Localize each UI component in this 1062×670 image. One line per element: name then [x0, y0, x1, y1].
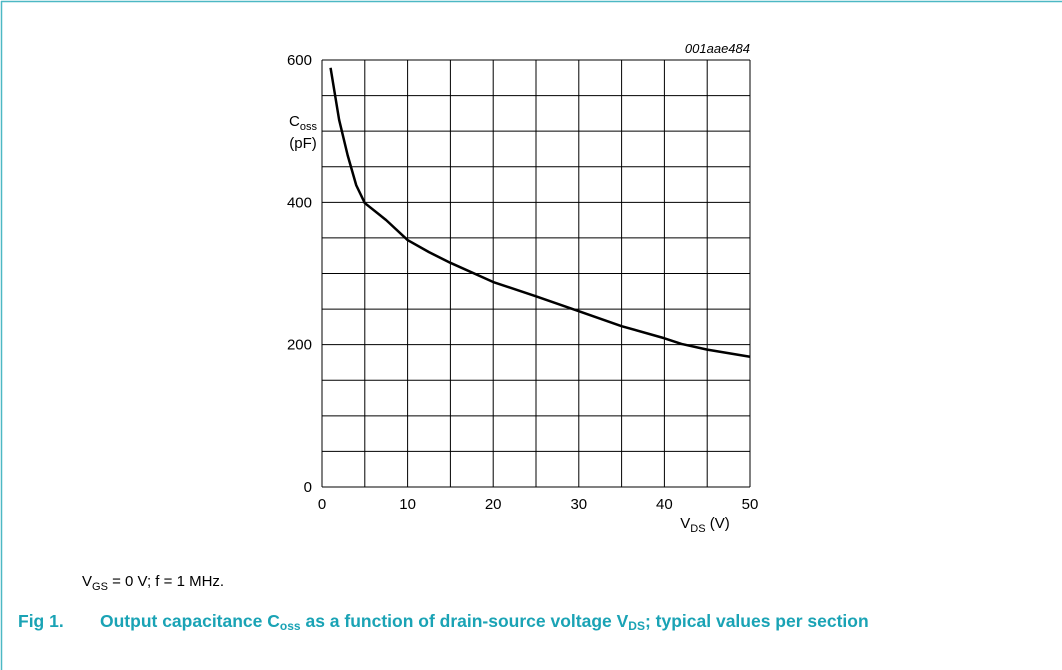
caption-text: Output capacitance Coss as a function of… [100, 609, 960, 634]
x-label-unit: (V) [706, 515, 730, 532]
x-tick-label: 30 [570, 496, 587, 513]
note-part: = 0 V; f = 1 MHz. [108, 573, 224, 590]
x-tick-label: 40 [656, 496, 673, 513]
caption-label: Fig 1. [18, 611, 64, 631]
x-tick-label: 50 [742, 496, 759, 513]
x-label-main: V [680, 515, 690, 532]
y-label-sub: oss [300, 121, 318, 133]
y-tick-label: 400 [287, 194, 312, 211]
x-tick-label: 0 [318, 496, 326, 513]
note-part: V [82, 573, 92, 590]
y-tick-label: 0 [304, 479, 312, 496]
x-tick-label: 10 [399, 496, 416, 513]
x-axis-label: VDS (V) [680, 515, 729, 535]
x-tick-label: 20 [485, 496, 502, 513]
curve [329, 67, 751, 358]
y-tick-label: 200 [287, 337, 312, 354]
y-tick-label: 600 [287, 52, 312, 69]
x-label-sub: DS [690, 523, 705, 535]
caption-sub: DS [628, 619, 645, 633]
y-label-main: C [289, 113, 300, 130]
figure-id: 001aae484 [685, 41, 750, 56]
note-sub: GS [92, 581, 108, 593]
y-axis-label: Coss [289, 113, 317, 133]
note: VGS = 0 V; f = 1 MHz. [82, 573, 224, 593]
caption-part: Output capacitance C [100, 611, 280, 631]
caption-part: ; typical values per section [644, 611, 869, 631]
caption-part: as a function of drain-source voltage V [300, 611, 629, 631]
y-axis-unit: (pF) [289, 135, 317, 152]
caption-sub: oss [279, 619, 301, 633]
